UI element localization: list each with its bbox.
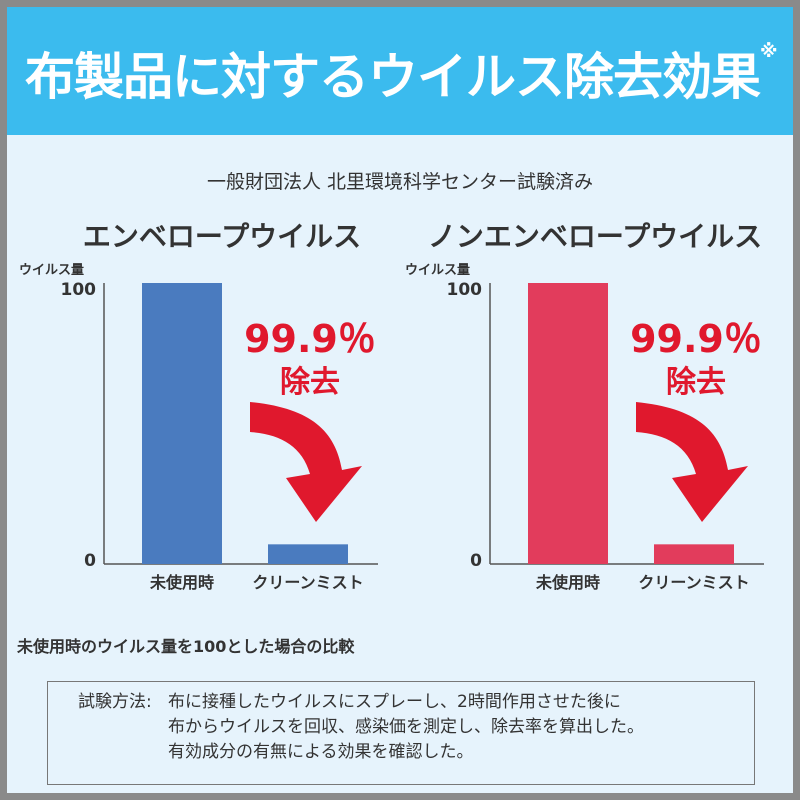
y-axis-label: ウイルス量 (19, 263, 84, 278)
subtitle: 一般財団法人 北里環境科学センター試験済み (206, 171, 594, 193)
x-tick-label: 未使用時 (149, 573, 214, 592)
bar (654, 544, 734, 564)
header-banner: 布製品に対するウイルス除去効果※ (7, 7, 793, 135)
annotation-text: 除去 (280, 365, 340, 400)
method-line: 布に接種したウイルスにスプレーし、2時間作用させた後に (168, 692, 621, 712)
y-tick-label: 0 (84, 551, 96, 571)
bar (142, 283, 222, 564)
annotation-percent: 99.9％ (244, 317, 376, 361)
method-line: 布からウイルスを回収、感染価を測定し、除去率を算出した。 (168, 717, 644, 737)
x-tick-label: 未使用時 (535, 573, 600, 592)
curved-down-arrow-icon (636, 402, 748, 522)
test-method-box: 試験方法: 布に接種したウイルスにスプレーし、2時間作用させた後に 布からウイルス… (47, 681, 755, 785)
method-line: 有効成分の有無による効果を確認した。 (168, 742, 474, 762)
y-tick-label: 100 (61, 280, 97, 300)
y-tick-label: 0 (470, 551, 482, 571)
annotation-percent: 99.9％ (630, 317, 762, 361)
chart-title: エンベロープウイルス (83, 220, 361, 253)
method-label: 試験方法: (78, 692, 152, 712)
page-title: 布製品に対するウイルス除去効果※ (25, 37, 777, 109)
title-text: 布製品に対するウイルス除去効果 (25, 48, 761, 106)
infographic: 布製品に対するウイルス除去効果※ 一般財団法人 北里環境科学センター試験済み 未… (7, 7, 793, 793)
title-footnote-mark: ※ (760, 41, 777, 62)
comparison-note: 未使用時のウイルス量を100とした場合の比較 (17, 637, 355, 656)
bar (528, 283, 608, 564)
chart-title: ノンエンベロープウイルス (428, 220, 762, 253)
y-tick-label: 100 (447, 280, 483, 300)
bar (268, 544, 348, 564)
curved-down-arrow-icon (250, 402, 362, 522)
x-tick-label: クリーンミスト (252, 573, 363, 592)
y-axis-label: ウイルス量 (405, 263, 470, 278)
x-tick-label: クリーンミスト (638, 573, 749, 592)
annotation-text: 除去 (666, 365, 726, 400)
